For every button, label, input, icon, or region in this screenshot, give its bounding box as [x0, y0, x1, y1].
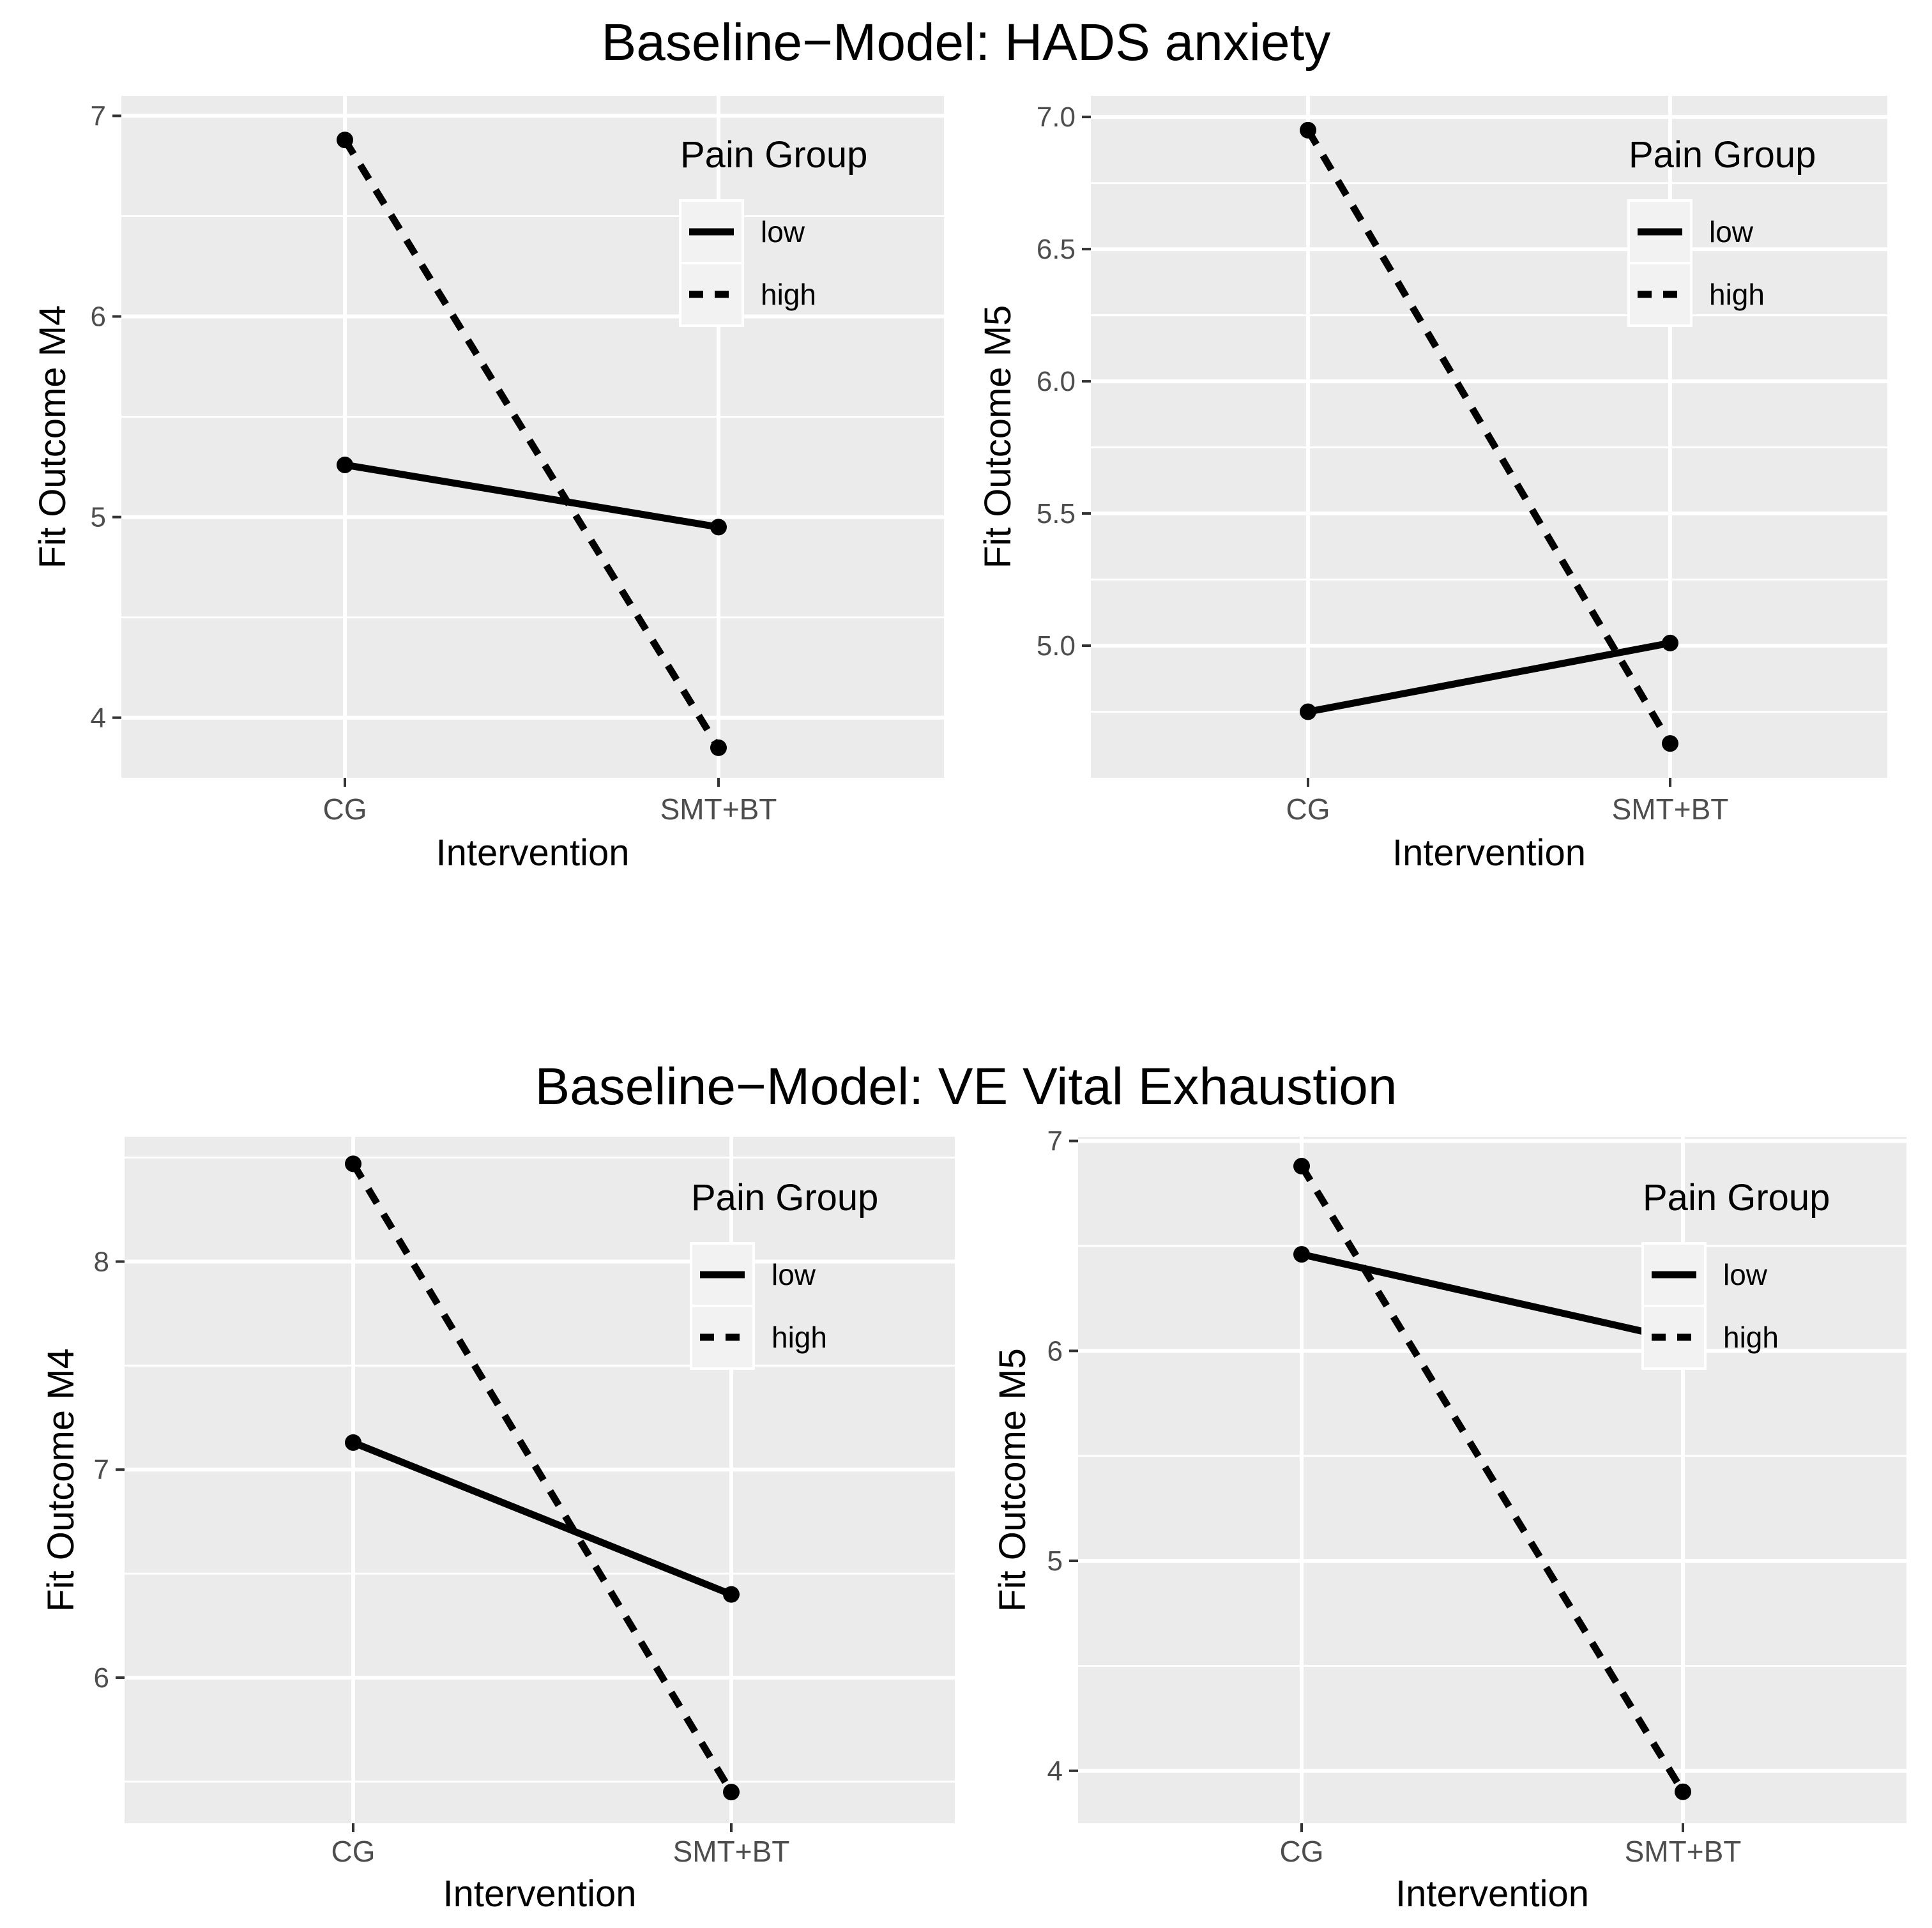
x-tick-label: SMT+BT [660, 793, 777, 826]
series-line-high [342, 138, 722, 750]
data-point-high [1662, 735, 1678, 752]
legend-label-high: high [1723, 1321, 1779, 1354]
y-axis-title: Fit Outcome M4 [40, 1348, 82, 1612]
y-tick-label: 5.0 [1037, 630, 1076, 662]
y-tick-label: 6.0 [1037, 366, 1076, 397]
y-tick-label: 6 [94, 1662, 109, 1694]
data-point-low [337, 456, 353, 473]
row-title-anxiety: Baseline−Model: HADS anxiety [601, 13, 1331, 72]
legend-title: Pain Group [1629, 134, 1816, 176]
y-tick-label: 6 [1047, 1335, 1063, 1367]
legend: Pain Group low high [679, 134, 867, 327]
chart-panel-3: 6 7 8 CG SMT+BT Intervention Fit Outcome M4 Pai… [40, 1137, 955, 1915]
x-tick-label: SMT+BT [673, 1835, 790, 1868]
x-tick-label: CG [1286, 793, 1330, 826]
legend-label-low: low [1709, 215, 1754, 248]
series-line-high [350, 1162, 734, 1794]
data-point-low [1293, 1246, 1310, 1263]
legend-title: Pain Group [680, 134, 867, 176]
y-tick-label: 4 [91, 702, 106, 734]
x-tick-label: SMT+BT [1625, 1835, 1742, 1868]
series-line-low [351, 1439, 733, 1598]
data-point-high [723, 1784, 740, 1801]
data-point-high [337, 132, 353, 149]
y-axis-title: Fit Outcome M4 [32, 305, 73, 569]
y-tick-label: 5.5 [1037, 498, 1076, 529]
x-tick-label: CG [331, 1835, 376, 1868]
y-tick-label: 7.0 [1037, 102, 1076, 133]
y-tick-label: 7 [94, 1454, 109, 1485]
data-point-high [710, 739, 727, 756]
y-tick-label: 5 [91, 502, 106, 533]
legend: Pain Group low high [1627, 134, 1816, 327]
legend-label-low: low [761, 215, 805, 248]
row-title-vital-exhaustion: Baseline−Model: VE Vital Exhaustion [535, 1058, 1397, 1116]
series-line-high [1298, 1164, 1686, 1794]
legend-title: Pain Group [1643, 1177, 1830, 1218]
y-axis-title: Fit Outcome M5 [992, 1348, 1033, 1612]
chart-panel-4: 4 5 6 7 CG SMT+BT Intervention Fit Outcome M5 Pa… [992, 1126, 1906, 1915]
legend-label-low: low [772, 1258, 816, 1291]
x-axis-title: Intervention [1396, 1873, 1589, 1915]
x-axis-title: Intervention [443, 1873, 636, 1915]
data-point-low [1662, 634, 1678, 651]
y-tick-label: 7 [91, 100, 106, 132]
legend-label-high: high [761, 278, 816, 311]
y-tick-label: 4 [1047, 1756, 1063, 1787]
data-point-high [1293, 1158, 1310, 1175]
data-point-low [723, 1586, 740, 1603]
series-line-high [1305, 128, 1673, 745]
y-tick-label: 8 [94, 1246, 109, 1277]
y-tick-label: 7 [1047, 1126, 1063, 1157]
x-tick-label: CG [1280, 1835, 1324, 1868]
x-tick-label: SMT+BT [1612, 793, 1729, 826]
x-axis-title: Intervention [1392, 832, 1586, 874]
x-tick-label: CG [323, 793, 367, 826]
y-tick-label: 6 [91, 301, 106, 333]
x-axis-title: Intervention [436, 832, 629, 874]
data-point-high [1675, 1783, 1691, 1800]
y-tick-label: 5 [1047, 1545, 1063, 1577]
y-axis-title: Fit Outcome M5 [977, 305, 1019, 569]
plot-background [121, 96, 944, 778]
data-point-low [1300, 703, 1316, 720]
chart-panel-1: 4 5 6 7 CG SMT+BT Intervention Fit Outcome M4 Pa… [32, 96, 944, 874]
series-line-low [344, 461, 719, 531]
legend-label-high: high [772, 1321, 827, 1354]
legend-label-low: low [1723, 1258, 1768, 1291]
series-line-low [1307, 639, 1671, 715]
legend-title: Pain Group [691, 1177, 878, 1218]
data-point-high [1300, 121, 1316, 139]
data-point-low [710, 519, 727, 536]
legend: Pain Group low high [690, 1177, 878, 1370]
chart-panel-2: 5.0 5.5 6.0 6.5 7.0 CG SMT+BT Intervention Fit O… [977, 96, 1887, 874]
legend: Pain Group low high [1641, 1177, 1830, 1370]
data-point-high [345, 1155, 361, 1173]
y-tick-label: 6.5 [1037, 234, 1076, 265]
data-point-low [345, 1434, 361, 1451]
legend-label-high: high [1709, 278, 1765, 311]
